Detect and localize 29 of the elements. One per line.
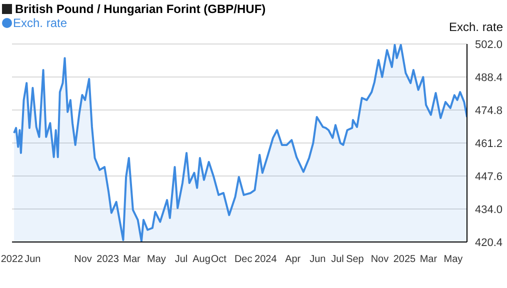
y-axis-title: Exch. rate (448, 20, 503, 34)
y-tick-label: 461.2 (475, 138, 503, 150)
x-tick-label: Mar (123, 254, 142, 265)
y-tick-label: 434.0 (475, 204, 503, 216)
legend-label: Exch. rate (13, 16, 68, 30)
x-tick-label: May (444, 254, 463, 265)
y-tick-label: 447.6 (475, 170, 503, 183)
x-tick-label: Nov (370, 254, 389, 265)
y-tick-label: 474.8 (475, 104, 503, 117)
x-tick-label: Aug (192, 254, 210, 265)
x-tick-label: Jul (331, 254, 344, 265)
x-tick-label: 2023 (96, 254, 120, 265)
y-tick-label: 420.4 (475, 236, 503, 249)
x-tick-label: 2022 (0, 254, 24, 265)
x-tick-label: May (147, 254, 166, 265)
y-tick-label: 488.4 (475, 72, 503, 84)
y-tick-label: 502.0 (475, 38, 503, 51)
x-tick-label: Jun (24, 254, 41, 265)
x-tick-label: 2024 (254, 254, 278, 265)
x-tick-label: Dec (234, 254, 252, 265)
x-tick-label: Jul (174, 254, 188, 265)
x-tick-label: Mar (420, 254, 438, 265)
x-tick-label: Sep (346, 254, 364, 265)
x-tick-label: Oct (210, 254, 227, 265)
chart-title: British Pound / Hungarian Forint (GBP/HUF) (15, 2, 266, 16)
x-tick-label: 2025 (393, 254, 416, 265)
x-tick-label: Nov (74, 254, 92, 265)
x-tick-label: Jun (310, 254, 326, 265)
x-tick-label: Apr (285, 254, 302, 265)
